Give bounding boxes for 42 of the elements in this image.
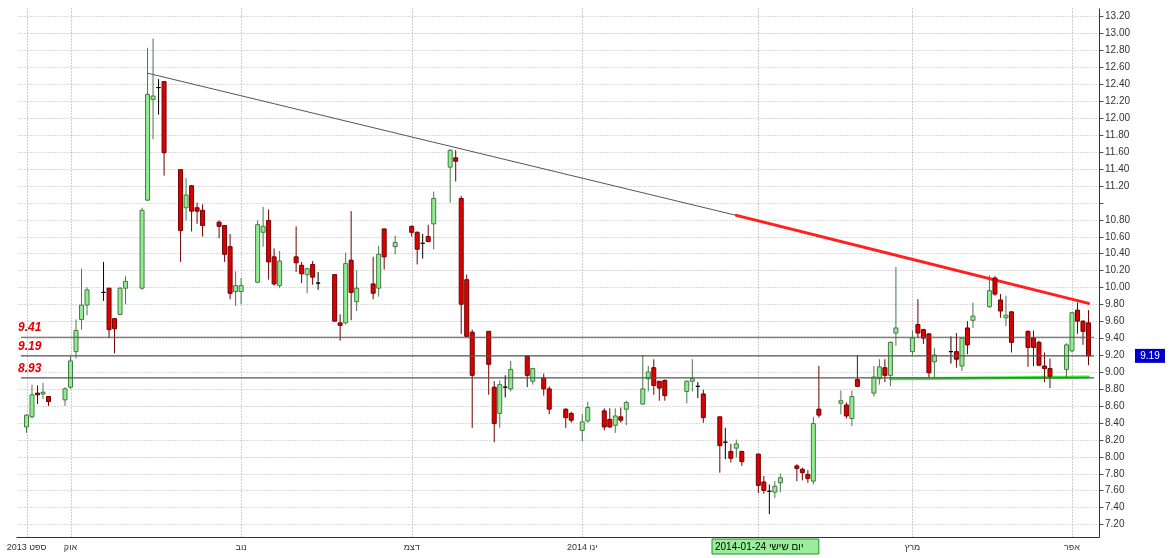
y-tick-label: 12.00: [1105, 112, 1131, 124]
x-tick-label: ינו 2014: [566, 542, 598, 552]
y-tick-label: 9.00: [1105, 365, 1125, 377]
text: 9.19: [1140, 349, 1161, 361]
y-tick-label: 12.60: [1105, 61, 1131, 73]
ref-line-label: 8.93: [18, 360, 42, 375]
y-tick-label: 11.80: [1105, 128, 1130, 140]
x-tick-label: אפר: [1064, 542, 1081, 552]
y-tick-label: 10.20: [1105, 264, 1131, 276]
y-tick-label: 13.00: [1105, 27, 1131, 39]
y-tick-label: 7.60: [1105, 484, 1125, 496]
y-tick-label: 12.20: [1105, 95, 1131, 107]
text: יום שישי 2014-01-24: [715, 541, 804, 552]
y-tick-label: 8.80: [1105, 382, 1125, 394]
y-tick-label: 7.20: [1105, 518, 1125, 530]
x-tick-label: ספט 2013: [6, 542, 47, 552]
y-tick-label: 9.60: [1105, 315, 1125, 327]
y-tick-label: 13.20: [1105, 10, 1131, 22]
y-tick-label: 11.60: [1105, 145, 1130, 157]
y-tick-label: 10.60: [1105, 230, 1131, 242]
y-tick-label: 10.40: [1105, 247, 1131, 259]
x-tick-label: דצמ: [403, 542, 420, 552]
ref-line-label: 9.41: [18, 320, 42, 335]
y-tick-label: 12.80: [1105, 44, 1131, 56]
y-tick-label: 8.20: [1105, 433, 1125, 445]
y-tick-label: 8.60: [1105, 399, 1125, 411]
x-tick-label: אוק: [63, 542, 78, 552]
y-tick-label: 10.80: [1105, 213, 1131, 225]
y-tick-label: 11.20: [1105, 179, 1130, 191]
y-tick-label: 11.40: [1105, 162, 1130, 174]
y-tick-label: 12.40: [1105, 78, 1131, 90]
x-tick-label: מרץ: [904, 542, 921, 552]
x-tick-label: נוב: [235, 542, 247, 552]
y-tick-label: 10.00: [1105, 281, 1131, 293]
y-tick-label: 9.80: [1105, 298, 1125, 310]
ref-line-label: 9.19: [18, 338, 42, 353]
y-tick-label: 7.80: [1105, 467, 1125, 479]
y-tick-label: 8.40: [1105, 416, 1125, 428]
y-tick-label: 8.00: [1105, 450, 1125, 462]
y-tick-label: 9.20: [1105, 349, 1125, 361]
y-tick-label: 9.40: [1105, 332, 1125, 344]
y-tick-label: 7.40: [1105, 501, 1125, 513]
